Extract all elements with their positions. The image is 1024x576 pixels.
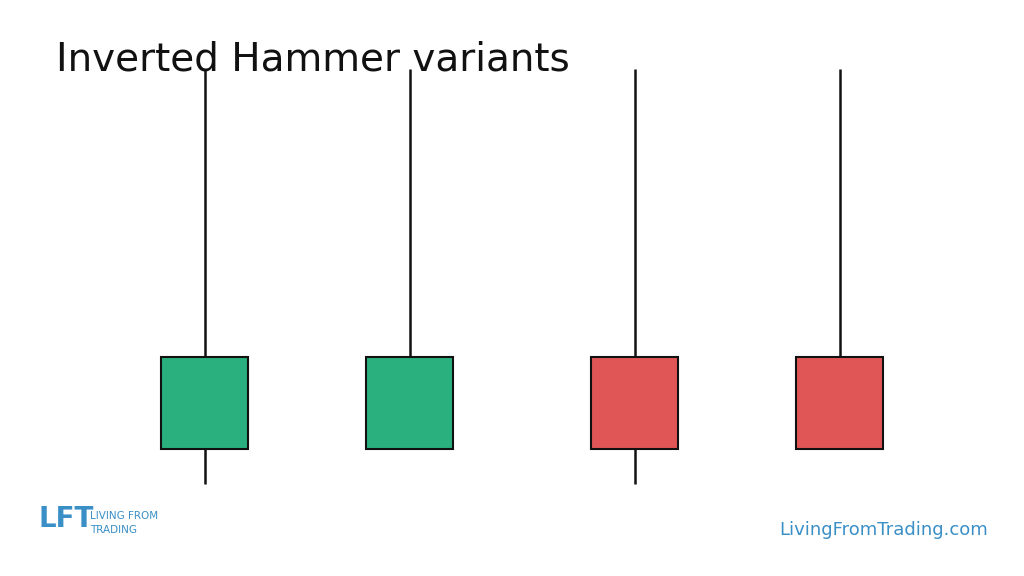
Text: Inverted Hammer variants: Inverted Hammer variants <box>56 40 570 78</box>
Text: LivingFromTrading.com: LivingFromTrading.com <box>779 521 988 539</box>
Bar <box>162 357 248 449</box>
Text: LIVING FROM
TRADING: LIVING FROM TRADING <box>90 510 159 535</box>
Bar <box>592 357 678 449</box>
Text: LFT: LFT <box>39 505 94 533</box>
Bar <box>797 357 883 449</box>
Bar <box>367 357 454 449</box>
